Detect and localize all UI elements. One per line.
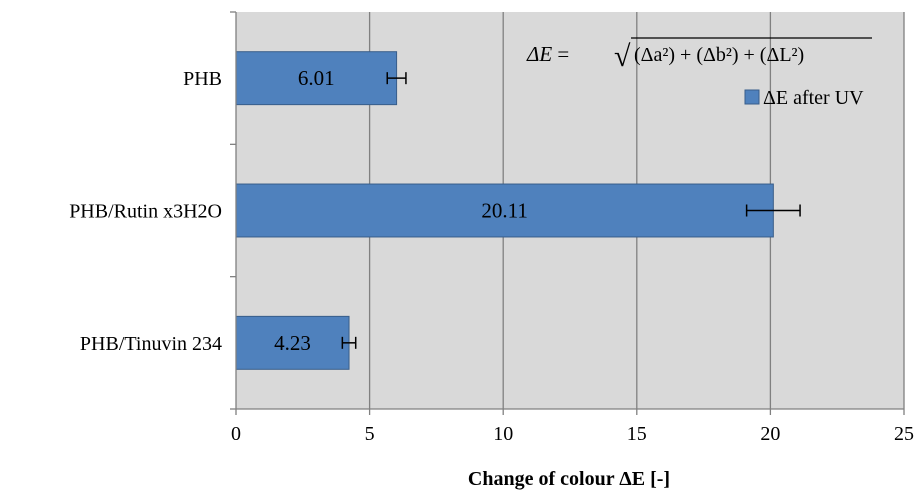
category-label-0: PHB xyxy=(183,68,222,90)
formula-annotation: ΔE = xyxy=(526,42,569,66)
legend-swatch xyxy=(744,89,760,105)
x-tick-label-10: 10 xyxy=(493,423,513,445)
bars: 6.01 PHB 20.11 PHB/Rutin x3H2O 4.23 PHB/Tinuv… xyxy=(69,51,801,370)
x-tick-label-5: 5 xyxy=(365,423,375,445)
x-tick-label-25: 25 xyxy=(894,423,914,445)
x-axis-title: Change of colour ΔE [-] xyxy=(468,468,670,490)
formula-radicand: (Δa²) + (Δb²) + (ΔL²) xyxy=(634,44,804,66)
bar-2 xyxy=(235,315,350,370)
x-tick-label-20: 20 xyxy=(760,423,780,445)
data-label-2: 4.23 xyxy=(274,331,311,355)
sqrt-sign: √ xyxy=(614,40,631,73)
bar-1 xyxy=(235,183,774,238)
data-label-0: 6.01 xyxy=(298,66,335,90)
category-label-1: PHB/Rutin x3H2O xyxy=(69,201,222,223)
legend: ΔE = √ (Δa²) + (Δb²) + (ΔL²) ΔE after UV xyxy=(526,37,872,109)
legend-label: ΔE after UV xyxy=(763,87,864,109)
axes: 0 5 10 15 20 25 xyxy=(230,11,914,445)
data-label-1: 20.11 xyxy=(481,199,527,223)
x-tick-label-15: 15 xyxy=(627,423,647,445)
x-tick-label-0: 0 xyxy=(231,423,241,445)
category-label-2: PHB/Tinuvin 234 xyxy=(80,333,222,355)
